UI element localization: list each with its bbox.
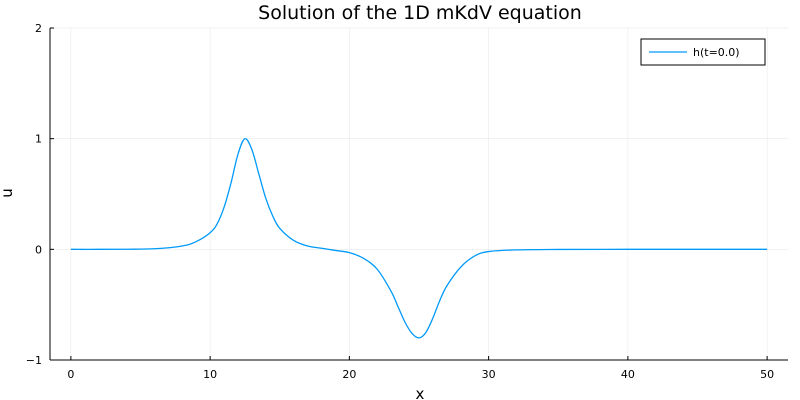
tick-labels: 0 10 20 30 40 50 −1 0 1 2 [26,22,774,381]
y-tick-label: 0 [35,243,42,256]
x-tick-label: 40 [621,368,635,381]
series-group [70,138,768,339]
y-tick-label: −1 [26,354,42,367]
legend-label: h(t=0.0) [693,46,740,59]
grid [50,27,788,361]
axes [49,27,788,361]
x-axis-label: x [416,385,425,400]
series-line-0 [70,138,768,339]
x-tick-label: 0 [67,368,74,381]
y-tick-label: 2 [35,22,42,35]
x-tick-label: 20 [342,368,356,381]
x-tick-label: 50 [760,368,774,381]
x-tick-label: 30 [482,368,496,381]
chart-title: Solution of the 1D mKdV equation [258,2,582,24]
y-axis-label: u [0,188,16,198]
x-tick-label: 10 [203,368,217,381]
legend: h(t=0.0) [640,38,766,66]
y-tick-label: 1 [35,133,42,146]
